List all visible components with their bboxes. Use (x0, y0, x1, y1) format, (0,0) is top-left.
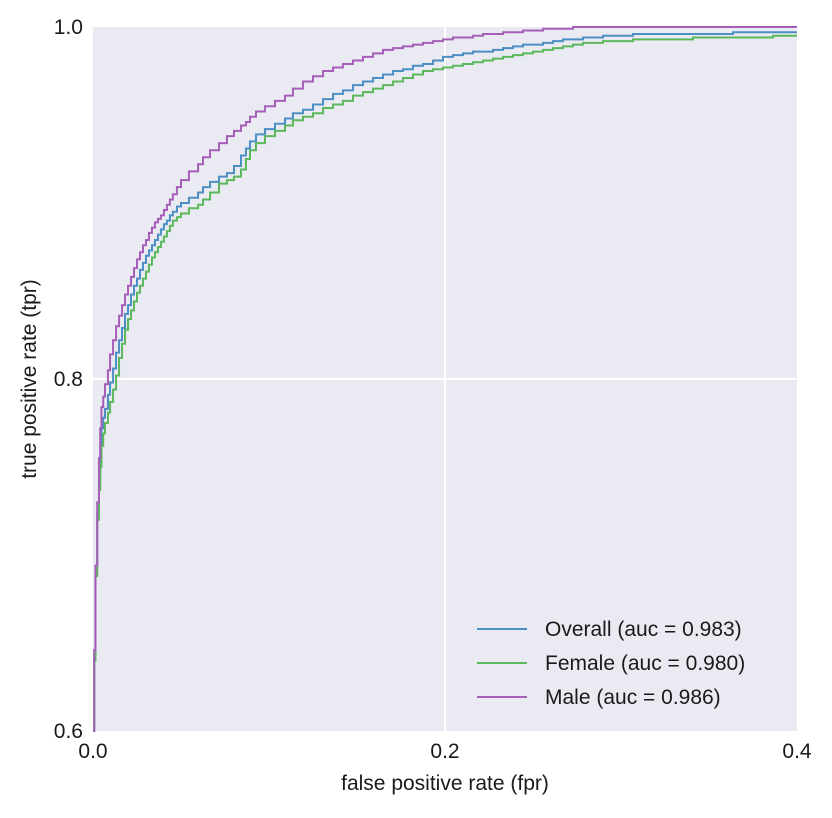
legend-label-2: Male (auc = 0.986) (545, 686, 721, 709)
series-line-1 (93, 34, 797, 732)
x-tick-label-1: 0.2 (430, 740, 459, 763)
legend-label-1: Female (auc = 0.980) (545, 652, 745, 675)
tick-labels: 0.0 0.2 0.4 0.6 0.8 1.0 (54, 16, 812, 763)
legend: Overall (auc = 0.983) Female (auc = 0.980… (477, 618, 745, 709)
y-tick-label-2: 1.0 (54, 16, 83, 39)
y-axis-label: true positive rate (tpr) (18, 279, 41, 479)
series-line-0 (93, 31, 797, 732)
series-lines (93, 26, 797, 732)
series-line-2 (93, 26, 797, 732)
grid-lines (93, 27, 797, 731)
y-tick-label-0: 0.6 (54, 720, 83, 743)
x-tick-label-2: 0.4 (782, 740, 812, 763)
x-tick-label-0: 0.0 (78, 740, 107, 763)
y-tick-label-1: 0.8 (54, 368, 83, 391)
legend-label-0: Overall (auc = 0.983) (545, 618, 742, 641)
x-axis-label: false positive rate (fpr) (341, 772, 549, 795)
